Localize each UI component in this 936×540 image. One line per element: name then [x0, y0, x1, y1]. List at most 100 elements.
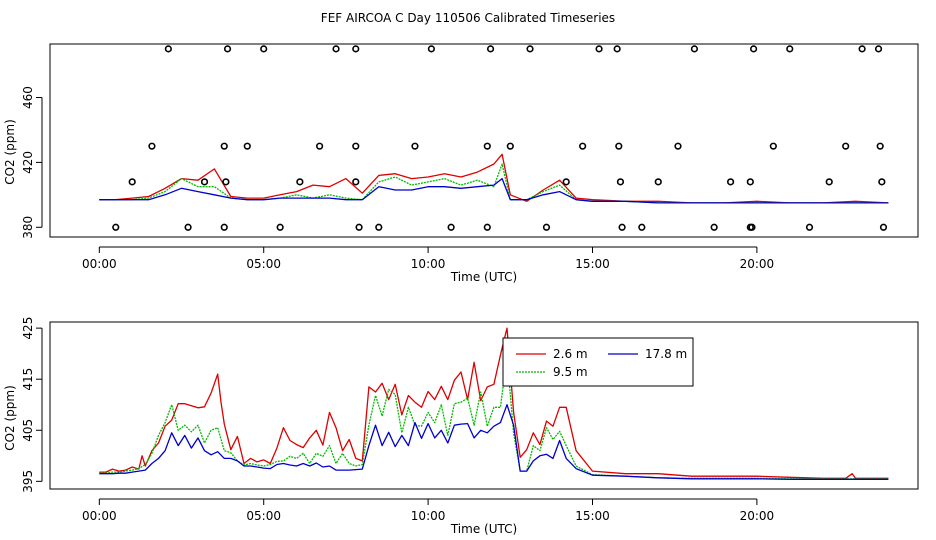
top-calibration-point	[726, 178, 735, 186]
top-calibration-point	[296, 178, 304, 186]
top-calibration-point	[746, 178, 754, 186]
top-calibration-point	[447, 223, 455, 231]
bottom-x-tick-label: 10:00	[411, 509, 446, 523]
top-calibration-point	[483, 223, 491, 231]
top-calibration-point	[874, 45, 883, 53]
top-calibration-point	[616, 178, 625, 186]
top-calibration-point	[858, 45, 866, 53]
bottom-y-tick-label: 395	[21, 470, 35, 493]
top-calibration-point	[506, 142, 514, 150]
top-calibration-point	[805, 223, 814, 231]
panel-top-series	[99, 45, 889, 231]
panel-bottom-series	[99, 327, 889, 480]
top-calibration-point	[579, 142, 587, 150]
panel-top-ylabel: CO2 (ppm)	[3, 119, 17, 185]
bottom-x-tick-label: 05:00	[246, 509, 281, 523]
top-x-tick-label: 05:00	[246, 257, 281, 271]
panel-bottom-xlabel: Time (UTC)	[450, 522, 517, 536]
top-calibration-point	[878, 178, 886, 186]
top-calibration-point	[223, 45, 232, 53]
top-calibration-point	[220, 223, 228, 231]
top-calibration-point	[710, 223, 718, 231]
top-calibration-point	[748, 223, 756, 231]
top-calibration-point	[164, 45, 172, 53]
top-calibration-point	[200, 178, 209, 186]
top-series-line-9-5-m	[99, 163, 889, 204]
bottom-x-tick-label: 15:00	[575, 509, 610, 523]
figure-title: FEF AIRCOA C Day 110506 Calibrated Times…	[321, 11, 615, 25]
top-calibration-point	[618, 223, 626, 231]
top-calibration-point	[750, 45, 758, 53]
top-calibration-point	[483, 142, 491, 150]
bottom-series-line-17-8-m	[99, 404, 889, 480]
panel-top-x-axis: 00:00 05:00 10:00 15:00 20:00	[82, 246, 775, 271]
top-calibration-point	[276, 223, 284, 231]
top-calibration-point	[352, 142, 360, 150]
top-calibration-point	[879, 223, 888, 231]
top-calibration-point	[526, 45, 534, 53]
top-calibration-point	[375, 223, 383, 231]
panel-top-xlabel: Time (UTC)	[450, 270, 517, 284]
bottom-y-tick-label: 425	[21, 317, 35, 340]
top-calibration-point	[112, 223, 120, 231]
top-calibration-point	[222, 178, 230, 186]
top-calibration-point	[542, 223, 551, 231]
top-calibration-point	[786, 45, 794, 53]
panel-top-y-axis: 380 420 460	[21, 86, 43, 239]
top-calibration-point	[316, 142, 324, 150]
top-x-tick-label: 20:00	[740, 257, 775, 271]
top-calibration-point	[427, 45, 435, 53]
top-calibration-point	[220, 142, 228, 150]
top-x-tick-label: 15:00	[575, 257, 610, 271]
top-calibration-point	[595, 45, 603, 53]
top-calibration-point	[613, 45, 621, 53]
top-calibration-point	[654, 178, 662, 186]
panel-bottom-x-axis: 00:00 05:00 10:00 15:00 20:00	[82, 498, 775, 523]
top-calibration-point	[411, 142, 419, 150]
top-calibration-point	[615, 142, 623, 150]
top-calibration-point	[148, 142, 156, 150]
panel-bottom-frame	[49, 321, 919, 490]
top-calibration-point	[690, 45, 699, 53]
top-y-tick-label: 460	[21, 86, 35, 109]
top-y-tick-label: 380	[21, 216, 35, 239]
bottom-series-line-9-5-m	[99, 355, 889, 480]
top-calibration-point	[332, 45, 340, 53]
top-calibration-point	[355, 223, 363, 231]
top-series-line-2-6-m	[99, 153, 889, 204]
legend-label-17-8m: 17.8 m	[645, 347, 687, 361]
panel-top: Time (UTC) CO2 (ppm) 00:00 05:00 10:00 15:0…	[3, 43, 919, 284]
top-calibration-point	[562, 178, 570, 186]
top-calibration-point	[243, 142, 251, 150]
top-x-tick-label: 00:00	[82, 257, 117, 271]
top-calibration-point	[352, 178, 360, 186]
panel-top-frame	[49, 43, 919, 238]
legend: 2.6 m 17.8 m 9.5 m	[502, 337, 694, 387]
top-y-tick-label: 420	[21, 151, 35, 174]
top-calibration-point	[128, 178, 136, 186]
top-calibration-point	[674, 142, 682, 150]
bottom-x-tick-label: 00:00	[82, 509, 117, 523]
top-calibration-point	[184, 223, 192, 231]
panel-bottom: Time (UTC) CO2 (ppm) 00:00 05:00 10:00 15:0…	[3, 317, 919, 536]
legend-label-9-5m: 9.5 m	[553, 365, 588, 379]
bottom-x-tick-label: 20:00	[740, 509, 775, 523]
panel-bottom-ylabel: CO2 (ppm)	[3, 385, 17, 451]
legend-box	[502, 337, 694, 387]
top-calibration-point	[486, 45, 495, 53]
bottom-y-tick-label: 415	[21, 368, 35, 391]
bottom-series-line-2-6-m	[99, 327, 889, 479]
top-calibration-point	[260, 45, 268, 53]
top-calibration-point	[352, 45, 360, 53]
top-x-tick-label: 10:00	[411, 257, 446, 271]
top-calibration-point	[876, 142, 884, 150]
legend-label-2-6m: 2.6 m	[553, 347, 588, 361]
top-calibration-point	[769, 142, 777, 150]
top-calibration-point	[825, 178, 833, 186]
top-calibration-point	[842, 142, 850, 150]
bottom-y-tick-label: 405	[21, 419, 35, 442]
top-series-line-17-8-m	[99, 177, 889, 204]
panel-bottom-y-axis: 395 405 415 425	[21, 317, 43, 493]
